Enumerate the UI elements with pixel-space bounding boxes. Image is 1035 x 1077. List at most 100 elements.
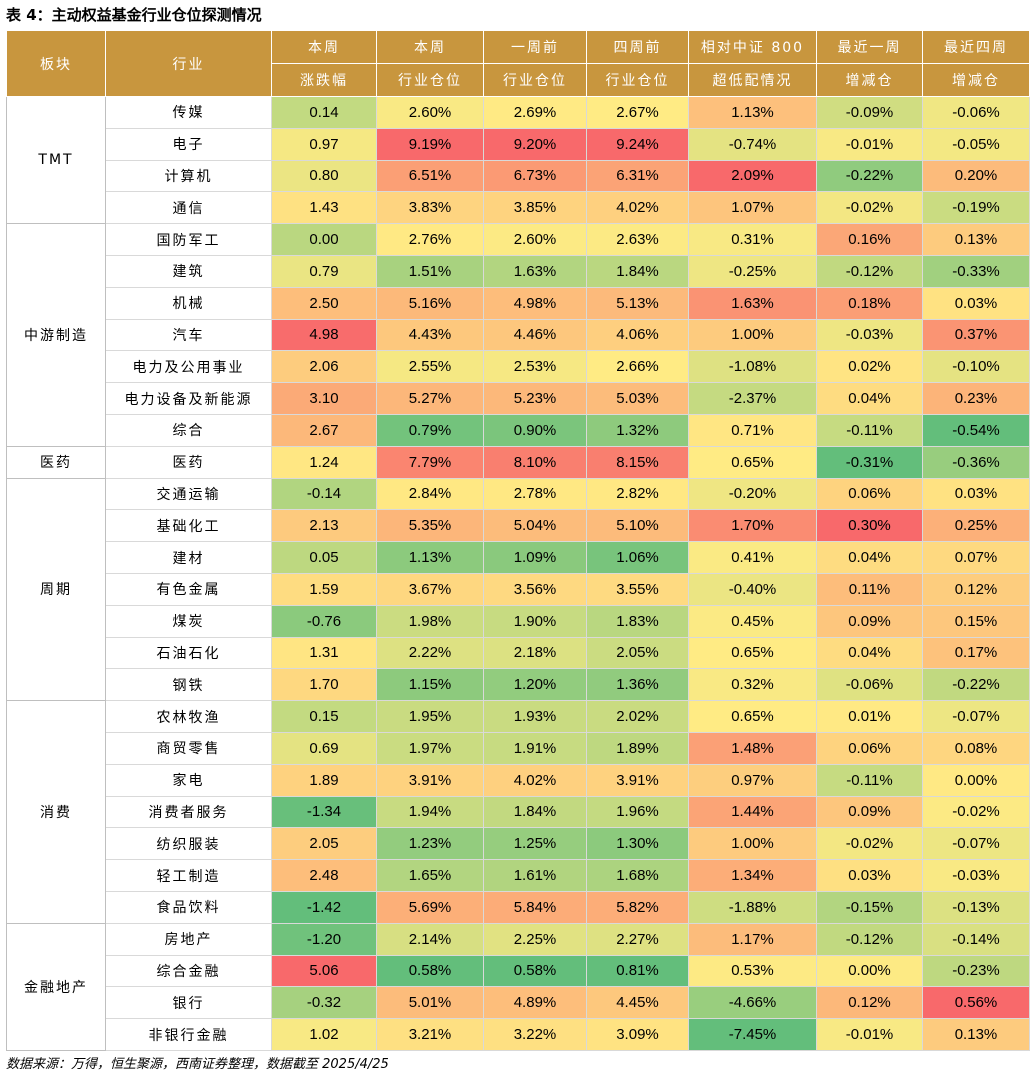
industry-cell: 基础化工: [105, 509, 272, 543]
week-change-cell: 0.18%: [816, 286, 923, 320]
industry-cell: 国防军工: [105, 223, 272, 256]
vs-csi800-cell: 0.71%: [688, 413, 817, 447]
weekly-change-cell: 1.43: [271, 191, 377, 225]
week-change-cell: 0.06%: [816, 731, 923, 765]
four-week-change-cell: 0.08%: [922, 731, 1030, 765]
table-row: 中游制造 国防军工 0.00 2.76% 2.60% 2.63% 0.31% 0.16% 0.1…: [6, 223, 1030, 447]
four-weeks-position-cell: 1.83%: [586, 604, 689, 638]
current-position-cell: 3.21%: [376, 1018, 484, 1051]
prev-week-position-cell: 3.22%: [483, 1018, 587, 1051]
header-vs-csi800-line1: 相对中证 800: [688, 30, 817, 64]
four-week-change-cell: -0.06%: [922, 96, 1030, 129]
four-weeks-position-cell: 2.05%: [586, 636, 689, 670]
weekly-change-cell: 1.59: [271, 572, 377, 606]
industry-position-table: 板块 行业 本周 本周 一周前 四周前 相对中证 800 最近一周 最近四周 涨…: [6, 30, 1030, 1051]
current-position-cell: 2.76%: [376, 223, 484, 256]
industry-cell: 食品饮料: [105, 890, 272, 924]
four-weeks-position-cell: 2.63%: [586, 223, 689, 256]
current-position-cell: 3.91%: [376, 763, 484, 797]
table-row: 周期 交通运输 -0.14 2.84% 2.78% 2.82% -0.20% 0.06% 0.0…: [6, 477, 1030, 702]
week-change-cell: -0.15%: [816, 890, 923, 924]
weekly-change-cell: 1.02: [271, 1018, 377, 1051]
prev-week-position-cell: 5.04%: [483, 509, 587, 543]
four-weeks-position-cell: 4.02%: [586, 191, 689, 225]
current-position-cell: 1.97%: [376, 731, 484, 765]
table-row: 电子 0.97 9.19% 9.20% 9.24% -0.74% -0.01% -0.05%: [7, 127, 1030, 161]
vs-csi800-cell: 1.17%: [688, 922, 817, 956]
table-row: 食品饮料 -1.42 5.69% 5.84% 5.82% -1.88% -0.15% -0.1…: [7, 890, 1030, 924]
prev-week-position-cell: 1.93%: [483, 700, 587, 733]
header-weekly-change-line1: 本周: [271, 30, 377, 64]
industry-cell: 电力及公用事业: [105, 350, 272, 384]
week-change-cell: -0.11%: [816, 413, 923, 447]
industry-cell: 医药: [105, 445, 272, 479]
current-position-cell: 2.55%: [376, 350, 484, 384]
current-position-cell: 5.01%: [376, 986, 484, 1020]
week-change-cell: 0.09%: [816, 795, 923, 829]
four-weeks-position-cell: 4.06%: [586, 318, 689, 352]
four-week-change-cell: -0.10%: [922, 350, 1030, 384]
weekly-change-cell: 2.48: [271, 859, 377, 892]
week-change-cell: -0.02%: [816, 191, 923, 225]
four-weeks-position-cell: 1.68%: [586, 859, 689, 892]
four-week-change-cell: 0.03%: [922, 286, 1030, 320]
current-position-cell: 2.60%: [376, 96, 484, 129]
weekly-change-cell: 5.06: [271, 954, 377, 988]
sector-cell: TMT: [6, 95, 106, 225]
table-header: 板块 行业 本周 本周 一周前 四周前 相对中证 800 最近一周 最近四周 涨…: [6, 30, 1030, 97]
prev-week-position-cell: 4.98%: [483, 286, 587, 320]
weekly-change-cell: -1.20: [271, 922, 377, 956]
header-vs-csi800-line2: 超低配情况: [688, 63, 817, 97]
four-weeks-position-cell: 9.24%: [586, 127, 689, 161]
week-change-cell: -0.03%: [816, 318, 923, 352]
current-position-cell: 1.13%: [376, 541, 484, 574]
table-row: 计算机 0.80 6.51% 6.73% 6.31% 2.09% -0.22% 0.20%: [7, 159, 1030, 193]
week-change-cell: -0.09%: [816, 96, 923, 129]
prev-week-position-cell: 1.61%: [483, 859, 587, 892]
four-week-change-cell: -0.03%: [922, 859, 1030, 892]
four-week-change-cell: -0.13%: [922, 890, 1030, 924]
four-weeks-position-cell: 4.45%: [586, 986, 689, 1020]
week-change-cell: 0.30%: [816, 509, 923, 543]
weekly-change-cell: 1.89: [271, 763, 377, 797]
table-row: 银行 -0.32 5.01% 4.89% 4.45% -4.66% 0.12% 0.56%: [7, 986, 1030, 1020]
header-row-2: 涨跌幅 行业仓位 行业仓位 行业仓位 超低配情况 增减仓 增减仓: [7, 63, 1030, 97]
table-row: 非银行金融 1.02 3.21% 3.22% 3.09% -7.45% -0.01% 0.13…: [7, 1018, 1030, 1051]
prev-week-position-cell: 4.89%: [483, 986, 587, 1020]
four-weeks-position-cell: 2.82%: [586, 477, 689, 511]
prev-week-position-cell: 1.91%: [483, 731, 587, 765]
vs-csi800-cell: 1.44%: [688, 795, 817, 829]
prev-week-position-cell: 0.90%: [483, 413, 587, 447]
industry-cell: 煤炭: [105, 604, 272, 638]
industry-cell: 轻工制造: [105, 859, 272, 892]
four-week-change-cell: 0.17%: [922, 636, 1030, 670]
four-weeks-position-cell: 5.10%: [586, 509, 689, 543]
table-row: 综合 2.67 0.79% 0.90% 1.32% 0.71% -0.11% -0.54%: [7, 413, 1030, 447]
prev-week-position-cell: 5.84%: [483, 890, 587, 924]
weekly-change-cell: 0.79: [271, 254, 377, 288]
four-weeks-position-cell: 3.09%: [586, 1018, 689, 1051]
weekly-change-cell: -0.32: [271, 986, 377, 1020]
table-row: 机械 2.50 5.16% 4.98% 5.13% 1.63% 0.18% 0.03%: [7, 286, 1030, 320]
table-row: TMT 传媒 0.14 2.60% 2.69% 2.67% 1.13% -0.09% -0.06…: [6, 95, 1030, 225]
table-title: 表 4：主动权益基金行业仓位探测情况: [6, 6, 262, 24]
week-change-cell: 0.06%: [816, 477, 923, 511]
four-weeks-position-cell: 3.91%: [586, 763, 689, 797]
current-position-cell: 0.79%: [376, 413, 484, 447]
vs-csi800-cell: -1.08%: [688, 350, 817, 384]
current-position-cell: 3.67%: [376, 572, 484, 606]
prev-week-position-cell: 5.23%: [483, 382, 587, 415]
vs-csi800-cell: -0.74%: [688, 127, 817, 161]
vs-csi800-cell: 0.53%: [688, 954, 817, 988]
weekly-change-cell: 1.31: [271, 636, 377, 670]
prev-week-position-cell: 1.84%: [483, 795, 587, 829]
industry-cell: 消费者服务: [105, 795, 272, 829]
vs-csi800-cell: 1.34%: [688, 859, 817, 892]
industry-cell: 机械: [105, 286, 272, 320]
week-change-cell: 0.04%: [816, 382, 923, 415]
industry-cell: 综合金融: [105, 954, 272, 988]
industry-cell: 房地产: [105, 922, 272, 956]
industry-cell: 非银行金融: [105, 1018, 272, 1051]
table-row: 通信 1.43 3.83% 3.85% 4.02% 1.07% -0.02% -0.19%: [7, 191, 1030, 225]
table-row: 综合金融 5.06 0.58% 0.58% 0.81% 0.53% 0.00% -0.23%: [7, 954, 1030, 988]
